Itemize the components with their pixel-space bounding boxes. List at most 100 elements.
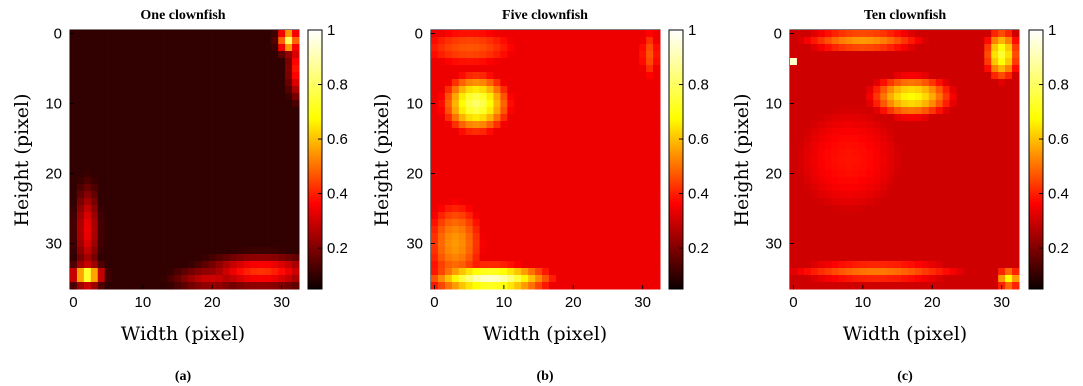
heatmap-cell	[907, 219, 916, 227]
heatmap-cell	[646, 254, 654, 262]
heatmap-cell	[880, 254, 888, 262]
heatmap-cell	[458, 121, 467, 129]
colorbar-tick-label: 0.6	[688, 131, 709, 148]
heatmap-cell	[956, 163, 964, 171]
heatmap-cell	[845, 72, 853, 80]
heatmap-cell	[528, 128, 536, 136]
heatmap-cell	[970, 128, 978, 136]
heatmap-cell	[451, 163, 460, 171]
heatmap-cells	[431, 30, 661, 290]
heatmap-cell	[639, 128, 647, 136]
heatmap-cell	[625, 170, 633, 178]
heatmap-cell	[949, 30, 958, 38]
heatmap-cell	[653, 30, 661, 38]
heatmap-cell	[507, 170, 515, 178]
heatmap-cell	[803, 163, 812, 171]
heatmap-cell	[639, 240, 647, 248]
heatmap-cell	[194, 226, 203, 234]
heatmap-cell	[928, 163, 937, 171]
heatmap-cell	[625, 212, 633, 220]
heatmap-cell	[963, 121, 971, 129]
heatmap-cell	[208, 107, 217, 115]
heatmap-cell	[956, 226, 964, 234]
heatmap-cell	[292, 282, 300, 290]
heatmap-cell	[458, 44, 467, 52]
heatmap-cell	[479, 44, 488, 52]
heatmap-cell	[583, 93, 592, 101]
heatmap-cell	[639, 51, 647, 59]
heatmap-cell	[817, 247, 826, 255]
heatmap-cell	[810, 142, 819, 150]
heatmap-cell	[292, 163, 300, 171]
heatmap-cell	[956, 93, 964, 101]
heatmap-cell	[250, 100, 258, 108]
heatmap-cell	[970, 226, 978, 234]
heatmap-cell	[984, 93, 992, 101]
heatmap-cell	[83, 177, 92, 185]
heatmap-cell	[118, 156, 127, 164]
heatmap-cell	[535, 205, 543, 213]
heatmap-cell	[139, 100, 147, 108]
heatmap-cell	[887, 240, 895, 248]
heatmap-cell	[555, 58, 564, 66]
heatmap-cell	[796, 247, 805, 255]
heatmap-cell	[472, 114, 481, 122]
heatmap-cell	[838, 72, 847, 80]
heatmap-cell	[528, 107, 536, 115]
heatmap-cell	[894, 142, 902, 150]
heatmap-cell	[118, 268, 127, 276]
heatmap-cell	[569, 163, 578, 171]
heatmap-cell	[465, 226, 474, 234]
heatmap-cell	[194, 268, 203, 276]
heatmap-cell	[83, 100, 92, 108]
heatmap-cell	[838, 135, 847, 143]
heatmap-cell	[639, 114, 647, 122]
heatmap-cell	[465, 44, 474, 52]
heatmap-cell	[458, 247, 467, 255]
heatmap-cell	[486, 100, 494, 108]
heatmap-cell	[555, 191, 564, 199]
heatmap-cell	[215, 247, 224, 255]
heatmap-cell	[521, 44, 529, 52]
heatmap-cell	[1012, 149, 1020, 157]
x-tick-label: 30	[634, 294, 651, 311]
heatmap-cell	[639, 205, 647, 213]
heatmap-cell	[548, 107, 557, 115]
heatmap-cell	[167, 219, 175, 227]
heatmap-cell	[639, 198, 647, 206]
heatmap-cell	[984, 135, 992, 143]
heatmap-cell	[1012, 114, 1020, 122]
heatmap-cell	[465, 275, 474, 283]
heatmap-cell	[125, 282, 133, 290]
heatmap-cell	[921, 142, 930, 150]
heatmap-cell	[569, 121, 578, 129]
heatmap-cell	[243, 135, 251, 143]
heatmap-cell	[257, 37, 265, 45]
heatmap-cell	[500, 198, 508, 206]
heatmap-cell	[548, 240, 557, 248]
heatmap-cell	[236, 219, 244, 227]
heatmap-cell	[901, 65, 909, 73]
heatmap-cell	[528, 191, 536, 199]
heatmap-cell	[139, 37, 147, 45]
heatmap-cell	[479, 93, 488, 101]
heatmap-cell	[431, 86, 439, 94]
heatmap-cell	[472, 198, 481, 206]
heatmap-cell	[548, 135, 557, 143]
heatmap-cell	[174, 121, 182, 129]
heatmap-cell	[803, 51, 812, 59]
heatmap-cell	[104, 100, 113, 108]
heatmap-cell	[493, 247, 501, 255]
heatmap-cell	[118, 107, 127, 115]
heatmap-cell	[208, 79, 217, 87]
heatmap-cell	[528, 268, 536, 276]
heatmap-cell	[852, 198, 860, 206]
heatmap-cell	[70, 135, 78, 143]
heatmap-cell	[139, 79, 147, 87]
heatmap-cell	[1012, 198, 1020, 206]
heatmap-cell	[604, 184, 612, 192]
heatmap-cell	[264, 233, 272, 241]
heatmap-cell	[437, 149, 446, 157]
heatmap-cell	[942, 30, 951, 38]
